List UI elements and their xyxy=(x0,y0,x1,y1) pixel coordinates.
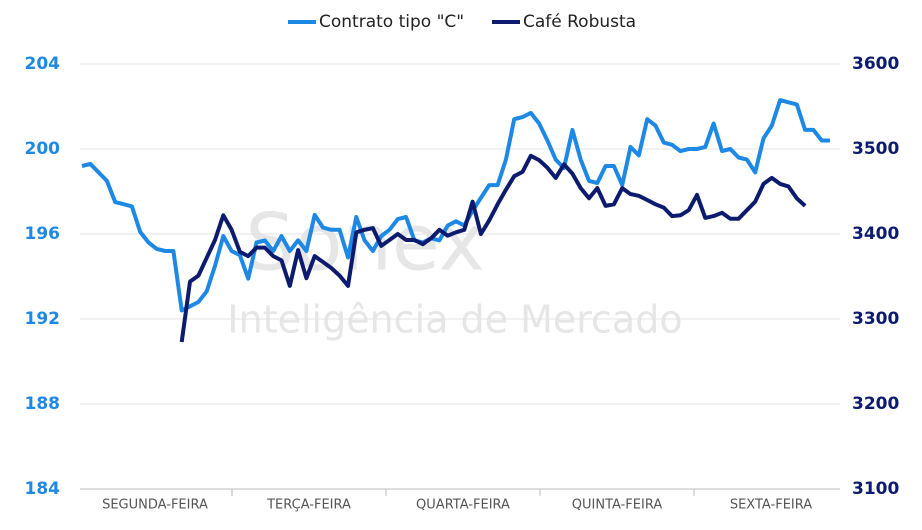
legend-label: Contrato tipo "C" xyxy=(319,12,464,32)
y2-tick-label: 3600 xyxy=(852,54,899,74)
y2-tick-label: 3100 xyxy=(852,479,899,499)
x-tick-label: QUINTA-FEIRA xyxy=(572,498,663,513)
y-tick-label: 188 xyxy=(25,394,61,414)
y-tick-label: 196 xyxy=(25,224,61,244)
y-tick-label: 192 xyxy=(25,309,61,329)
y2-tick-label: 3500 xyxy=(852,139,899,159)
series-line xyxy=(179,153,807,343)
x-tick-label: SEXTA-FEIRA xyxy=(730,498,812,513)
y2-tick-label: 3400 xyxy=(852,224,899,244)
x-tick-label: TERÇA-FEIRA xyxy=(266,498,351,513)
y2-tick-label: 3300 xyxy=(852,309,899,329)
y-tick-label: 200 xyxy=(25,139,61,159)
x-tick-label: SEGUNDA-FEIRA xyxy=(102,498,208,513)
x-tick-label: QUARTA-FEIRA xyxy=(416,498,510,513)
legend-label: Café Robusta xyxy=(523,12,636,32)
y-tick-label: 184 xyxy=(25,479,61,499)
y2-tick-label: 3200 xyxy=(852,394,899,414)
y-tick-label: 204 xyxy=(25,54,61,74)
series-line xyxy=(81,98,830,313)
